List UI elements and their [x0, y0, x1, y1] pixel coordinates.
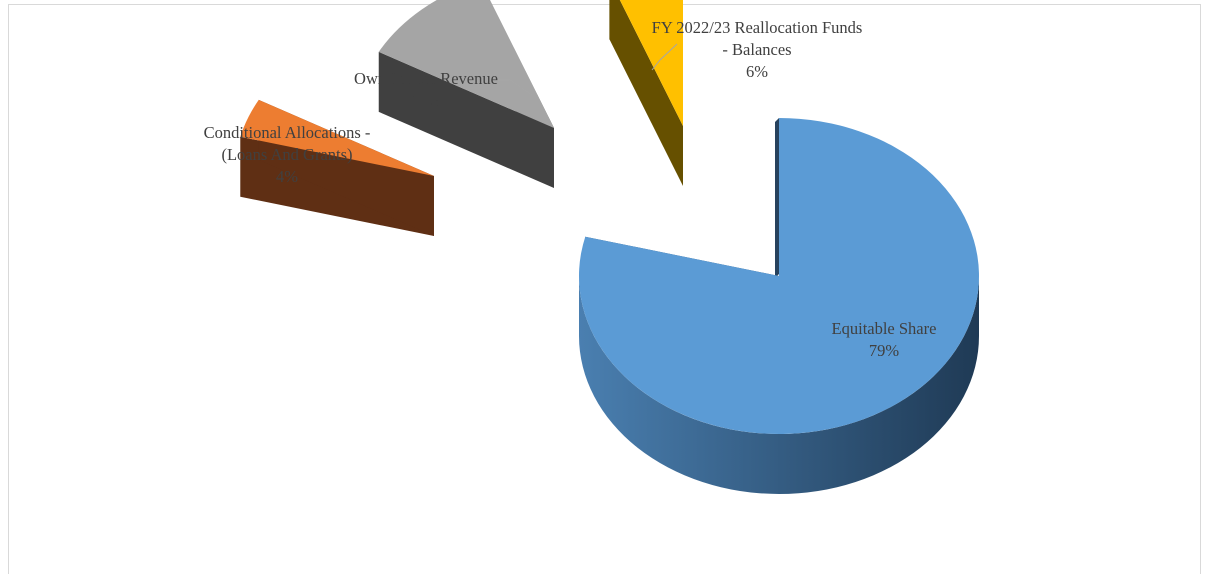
pie-slice-4-wall-1 — [609, 0, 683, 186]
data-label-1-line-1: Equitable Share — [832, 319, 937, 338]
leader-line-4 — [651, 43, 678, 71]
pie-slice-4-top — [619, 0, 683, 126]
data-label-3-line-2: 11% — [411, 91, 441, 110]
data-label-1-line-2: 79% — [869, 341, 900, 360]
pie-slice-2-top — [240, 99, 434, 176]
data-label-3-line-1: Own Source Revenue — [354, 69, 498, 88]
pie-slice-1 — [579, 118, 980, 494]
pie-slice-2 — [240, 99, 434, 236]
pie-slice-1-top — [579, 118, 980, 434]
leader-line-3 — [498, 79, 533, 96]
data-label-2-line-1: Conditional Allocations - — [204, 123, 371, 142]
data-label-4-line-1: FY 2022/23 Reallocation Funds — [652, 18, 863, 37]
data-label-2-line-2: (Loans And Grants) — [221, 145, 352, 164]
data-label-4-line-3: 6% — [746, 62, 768, 81]
data-label-1: Equitable Share 79% — [832, 319, 937, 360]
data-label-2-line-3: 4% — [276, 167, 298, 186]
data-label-2: Conditional Allocations - (Loans And Gran… — [204, 123, 371, 186]
data-label-3: Own Source Revenue 11% — [354, 69, 498, 110]
data-label-4-line-2: - Balances — [722, 40, 791, 59]
pie-slice-3-top — [378, 0, 554, 128]
pie-slice-1-side — [579, 276, 979, 494]
pie-slice-3 — [378, 0, 554, 188]
pie-slice-3-wall-1 — [378, 51, 554, 188]
data-label-4: FY 2022/23 Reallocation Funds - Balances 6… — [652, 18, 863, 81]
chart-frame — [8, 4, 1201, 574]
pie-slice-4 — [609, 0, 683, 186]
